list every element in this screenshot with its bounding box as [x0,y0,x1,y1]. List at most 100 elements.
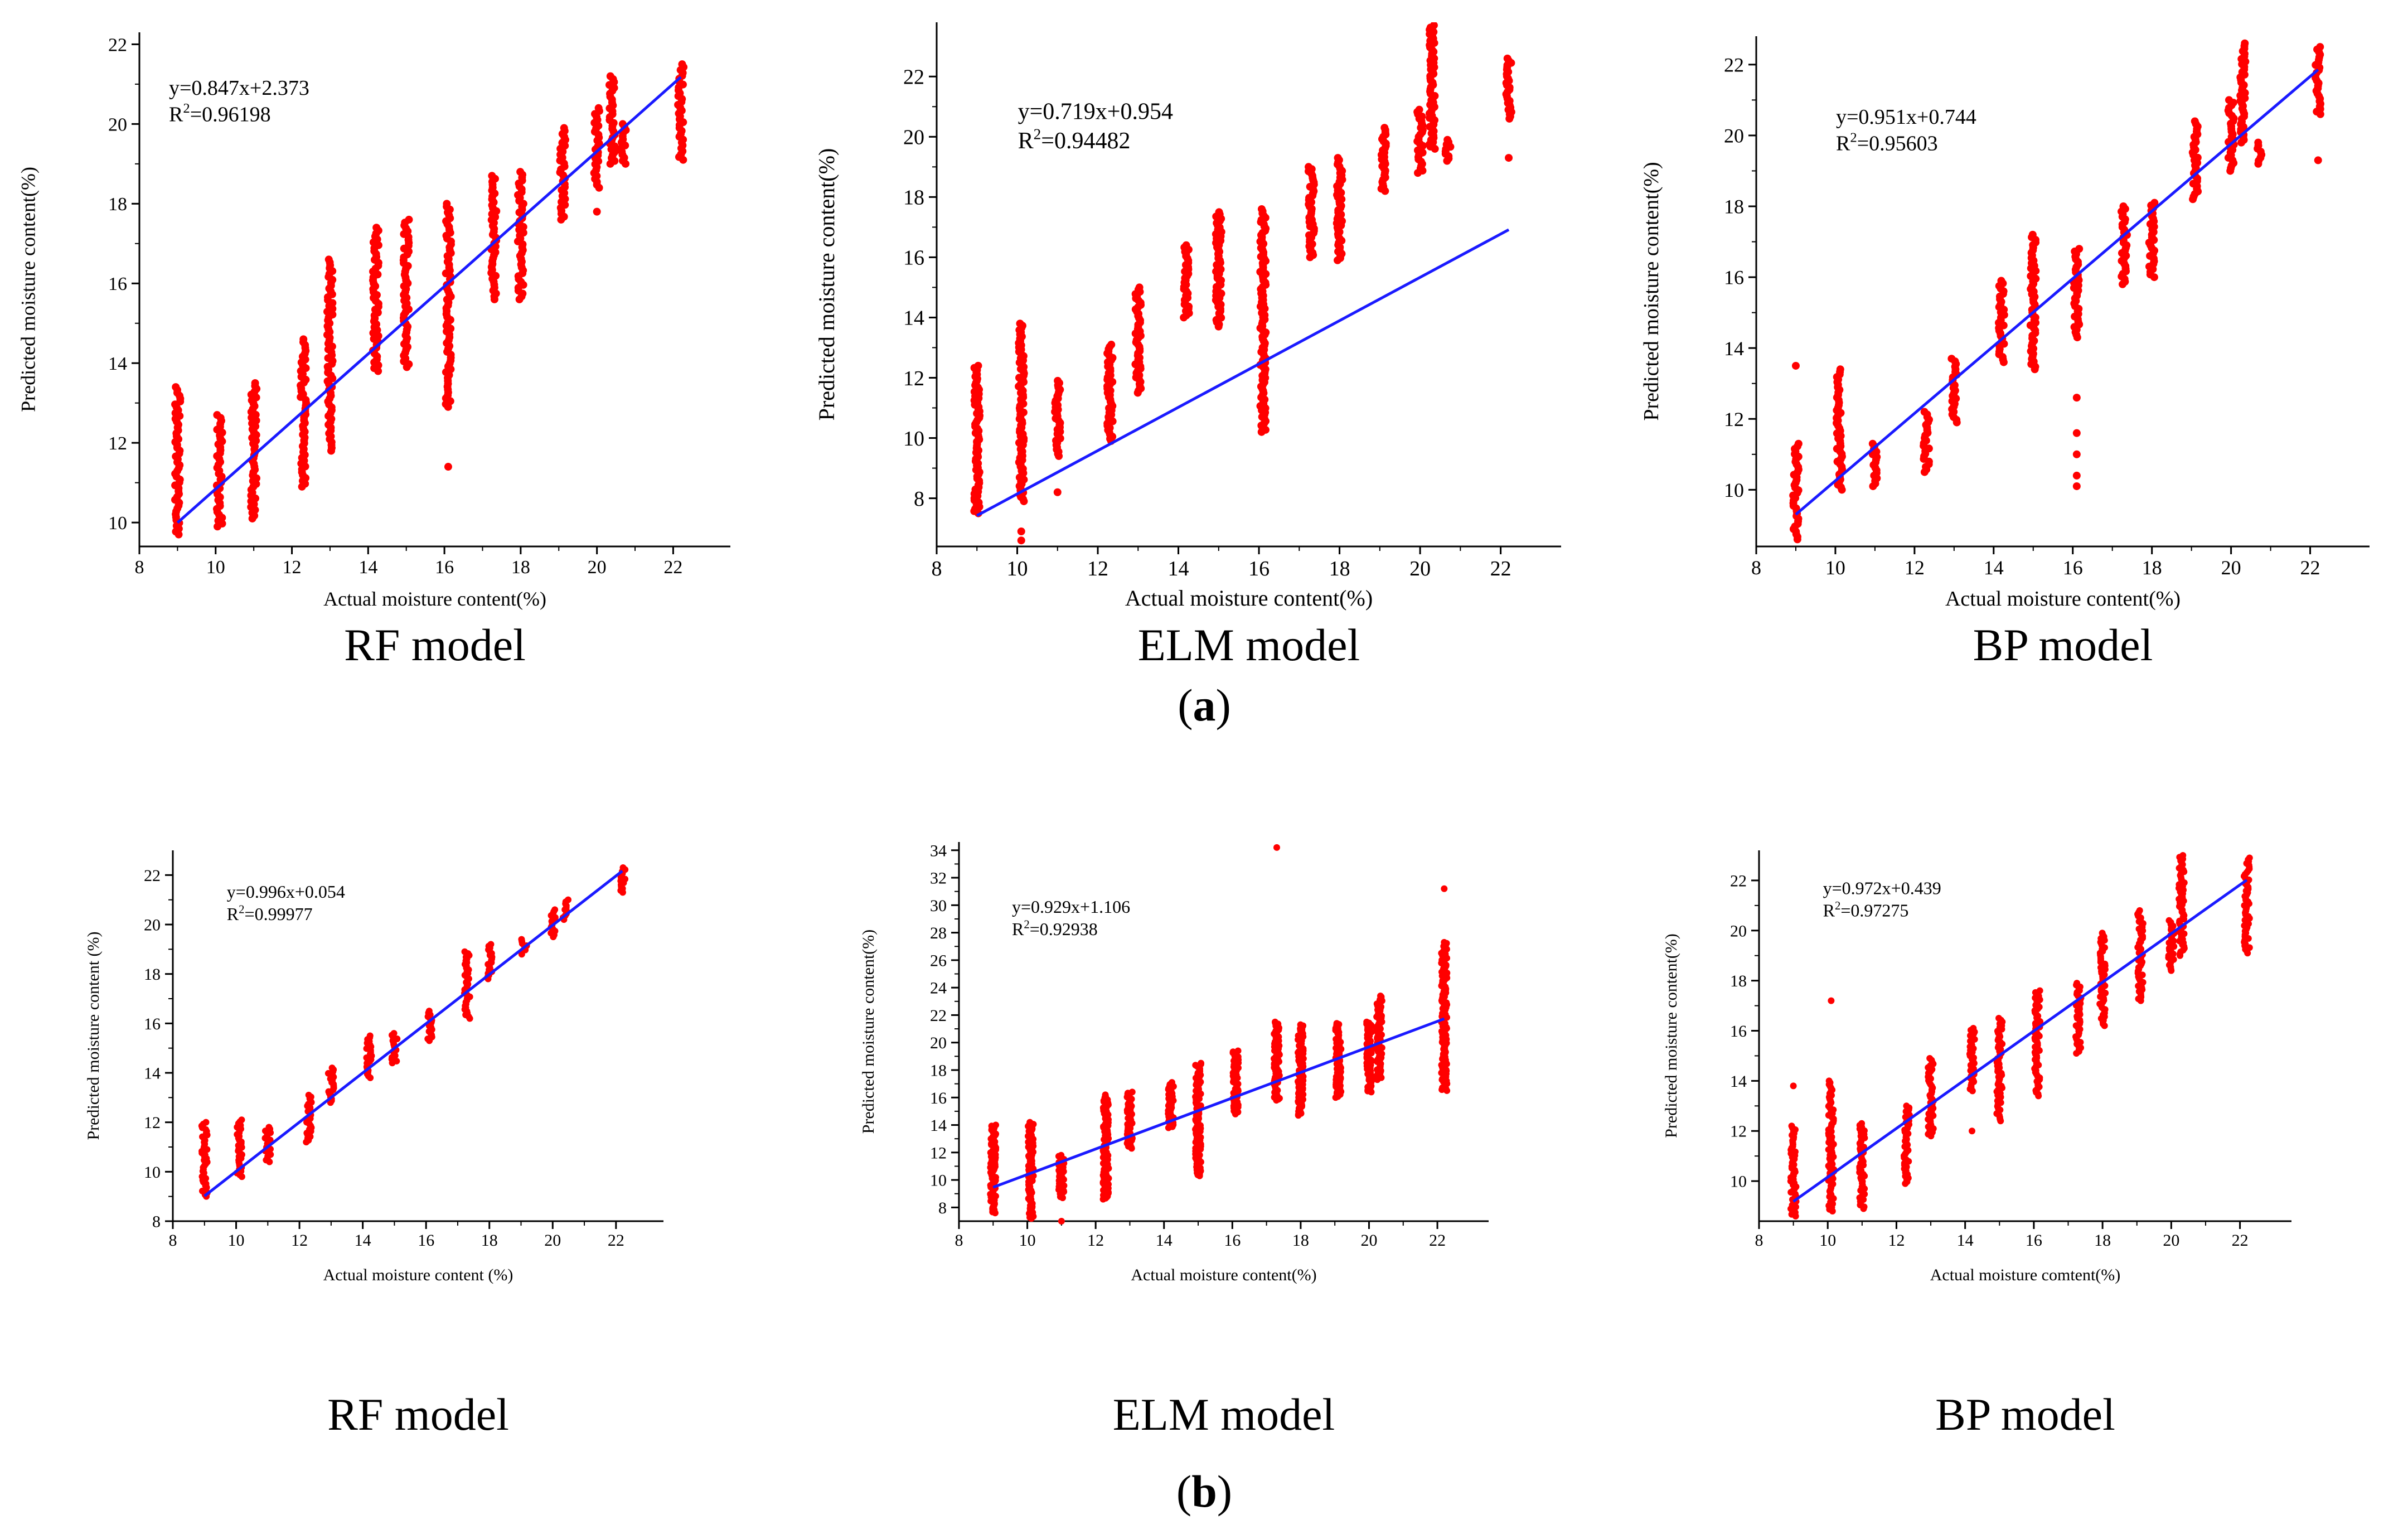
chart-5-ytick-label: 30 [930,897,947,915]
chart-1-point-column [617,120,630,168]
chart-4-fit-line [204,870,623,1197]
chart-3-point [2225,96,2233,104]
chart-3-point [2150,199,2159,207]
chart-5-point-column [1192,1059,1205,1179]
chart-2-point [1182,241,1190,249]
chart-2-xtick-label: 22 [1490,557,1511,580]
chart-5-r-squared-letter: R [1012,919,1024,939]
chart-3-ytick-label: 22 [1724,54,1744,76]
chart-4-xtick-label: 8 [169,1231,177,1250]
chart-4-point-column [461,948,473,1022]
chart-5-ytick-label: 16 [930,1089,947,1107]
chart-1-xtick-label: 22 [663,557,682,578]
chart-1-equation: y=0.847x+2.373 [169,76,309,100]
chart-3-point [2028,230,2037,239]
chart-5-ytick-label: 22 [930,1006,947,1025]
chart-5-point [1102,1091,1109,1099]
chart-1-point [299,335,308,343]
chart-1-ytick-label: 12 [108,433,127,454]
chart-4-equation: y=0.996x+0.054 [227,882,345,902]
chart-4-point [565,896,571,903]
chart-1-r-squared-letter: R [169,103,183,126]
chart-1-point [405,215,413,224]
chart-2-point [1334,154,1342,162]
chart-5-point-column [987,1121,1000,1217]
chart-6-point [1995,1015,2003,1022]
chart-5-xtick-label: 22 [1429,1231,1446,1250]
chart-5-point [1168,1079,1175,1086]
chart-5-point [1192,1062,1199,1069]
chart-2-point [1215,208,1223,216]
row-label-b: (b) [1176,1465,1232,1518]
chart-4-point-column [424,1008,435,1044]
chart-6-point [2170,956,2177,963]
chart-3-point [2075,245,2084,253]
chart-1-ytick-label: 14 [108,354,127,374]
chart-1-y-axis-label: Predicted moisture content(%) [17,167,39,412]
chart-2-r-squared-exponent: 2 [1034,125,1041,142]
chart-4-xtick-label: 22 [608,1231,624,1250]
chart-4-point [366,1032,374,1039]
chart-3-point-column [2188,117,2202,204]
chart-3-model-label: BP model [1973,620,2153,670]
chart-6-point [2073,980,2081,987]
chart-5-ytick-label: 12 [930,1144,947,1162]
chart-1-point [678,60,686,69]
chart-3-ytick-label: 16 [1724,267,1744,289]
chart-3-point [1920,408,1929,416]
chart-3-point-column [2254,138,2266,168]
chart-6-point-column [1993,1015,2006,1125]
chart-3-point-column [2118,202,2131,288]
chart-5-r-squared-exponent: 2 [1024,918,1029,931]
chart-1-xtick-label: 14 [358,557,377,578]
chart-6-point [2165,917,2173,924]
chart-1-point [324,255,333,264]
chart-1-point [172,383,180,391]
chart-1-point-column [323,255,337,455]
chart-4-point [619,864,627,872]
chart-2-point-column [1502,54,1515,123]
chart-2-y-axis-label: Predicted moisture content(%) [814,148,839,421]
chart-6-ytick-label: 18 [1730,972,1747,990]
chart-2-x-axis-label: Actual moisture content(%) [1125,585,1373,611]
chart-4-xtick-label: 12 [291,1231,308,1250]
chart-3-point-column [1920,408,1933,476]
chart-5-ytick-label: 18 [930,1061,947,1080]
chart-2-xtick-label: 12 [1087,557,1108,580]
chart-6-point-column [1856,1120,1868,1212]
chart-4-point [518,936,525,943]
chart-5-ytick-label: 24 [930,979,947,998]
chart-1-r-squared: R2=0.96198 [169,101,271,126]
chart-5-point-column [1024,1119,1037,1222]
chart-6-outlier-point [1828,997,1835,1004]
chart-3-xtick-label: 12 [1905,557,1925,579]
chart-6-x-axis-label: Actual moisture comtent(%) [1930,1266,2121,1284]
chart-4-r-squared-letter: R [227,904,239,924]
chart-4-ytick-label: 20 [144,916,161,935]
chart-3-xtick-label: 22 [2300,557,2320,579]
chart-2-ytick-label: 14 [903,307,924,330]
chart-6-point [2179,851,2187,859]
chart-5-r-squared: R2=0.92938 [1012,918,1098,939]
chart-6-point-column [1925,1054,1937,1140]
chart-5-ytick-label: 26 [930,951,947,970]
chart-2-point [1016,320,1024,328]
chart-3-ytick-label: 12 [1724,408,1744,430]
chart-3-r-squared: R2=0.95603 [1836,130,1938,155]
chart-5-model-label: ELM model [1112,1389,1335,1440]
chart-4-ytick-label: 16 [144,1015,161,1033]
chart-1-point-column [171,383,185,539]
chart-3-ytick-label: 18 [1724,196,1744,218]
chart-5-equation: y=0.929x+1.106 [1012,897,1130,917]
chart-1-point-column [369,224,382,375]
chart-6-ytick-label: 10 [1730,1173,1747,1191]
chart-2-point [1415,105,1423,114]
chart-6-point-column [1787,1122,1800,1220]
chart-1-r-squared-exponent: 2 [183,101,190,116]
chart-2-outlier-point [1017,536,1025,545]
chart-5-point-column [1271,1018,1283,1104]
chart-2: 8 10 12 14 16 18 20 22 8 10 12 14 16 18 20 22 Actual moi… [814,22,1561,611]
chart-5-xtick-label: 8 [955,1231,963,1250]
chart-3-outlier-point [1791,361,1800,370]
chart-2-point-column [1131,283,1145,397]
